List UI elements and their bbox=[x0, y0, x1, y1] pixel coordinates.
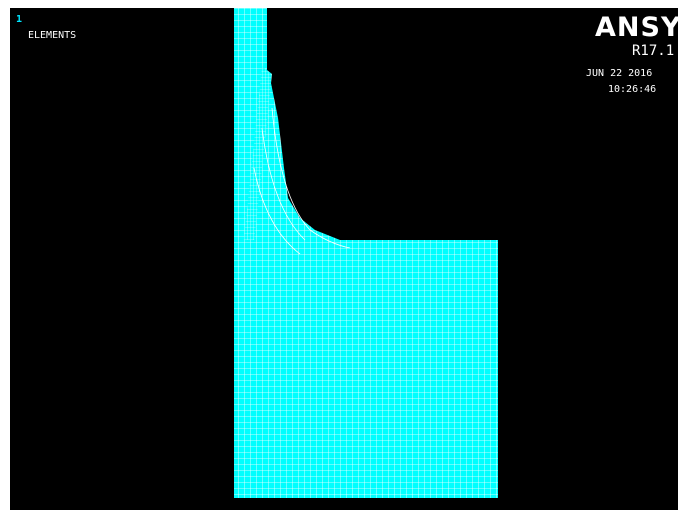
graphics-area[interactable]: 1 ELEMENTS ANSYS R17.1 JUN 22 2016 10:26… bbox=[10, 8, 678, 510]
plot-type-label: ELEMENTS bbox=[28, 30, 77, 41]
mesh-fillet-lines bbox=[253, 107, 351, 255]
mesh-block bbox=[234, 240, 498, 498]
mesh-refined-band bbox=[240, 66, 272, 280]
time-label: 10:26:46 bbox=[608, 84, 657, 95]
mesh-shaft bbox=[234, 8, 267, 70]
window-number-label: 1 bbox=[16, 14, 23, 25]
element-mesh-plot[interactable] bbox=[10, 8, 678, 510]
mesh-taper bbox=[234, 70, 498, 280]
release-label: R17.1 bbox=[632, 43, 675, 59]
date-label: JUN 22 2016 bbox=[586, 68, 653, 79]
ansys-logo-text: ANSYS bbox=[595, 12, 678, 43]
